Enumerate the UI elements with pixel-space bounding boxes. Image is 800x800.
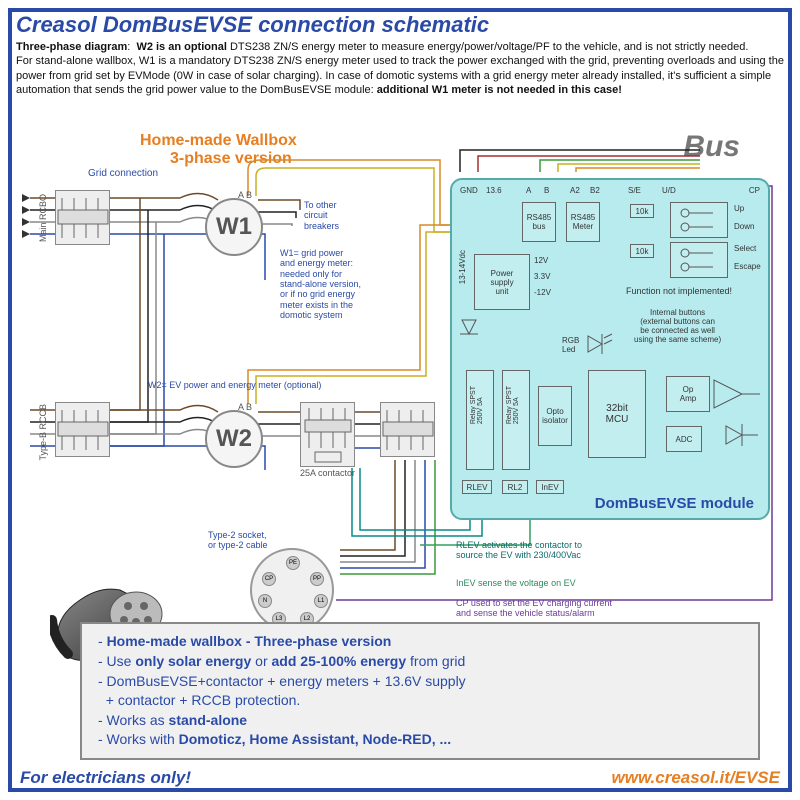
- lbl-select: Select: [734, 244, 756, 253]
- pin-rl2: RL2: [502, 480, 528, 494]
- bus-label: Bus: [683, 130, 740, 164]
- int-btn-note: Internal buttons (external buttons can b…: [634, 308, 721, 344]
- footer-right: www.creasol.it/EVSE: [612, 768, 781, 788]
- pin-cp: CP: [749, 186, 760, 195]
- adc: ADC: [666, 426, 702, 452]
- type2-socket: PE CP PP N L1 L3 L2: [250, 548, 334, 632]
- opamp: Op Amp: [666, 376, 710, 412]
- rgb-led: RGB Led: [562, 336, 579, 354]
- lbl-down: Down: [734, 222, 754, 231]
- aux-breaker: [380, 402, 435, 457]
- rs485-bus: RS485 bus: [522, 202, 556, 242]
- psu-block: Power supply unit: [474, 254, 530, 310]
- btn-selesc: [670, 242, 728, 278]
- page-title: Creasol DomBusEVSE connection schematic: [16, 12, 784, 38]
- pin-rlev: RLEV: [462, 480, 492, 494]
- res-10k-2: 10k: [630, 244, 654, 258]
- pin-136: 13.6: [486, 186, 502, 195]
- contactor-25a: [300, 402, 355, 467]
- relay-1-lbl: Relay SPST 250V 5A: [470, 386, 484, 424]
- note-w2: W2= EV power and energy meter (optional): [148, 380, 321, 390]
- not-impl: Function not implemented!: [626, 286, 732, 296]
- type-b-rccb: [55, 402, 110, 457]
- psu-33v: 3.3V: [534, 272, 550, 281]
- note-inev: InEV sense the voltage on EV: [456, 578, 576, 588]
- sock-pe: PE: [286, 556, 300, 570]
- main-rcbo-label: Main RCBO: [38, 194, 48, 242]
- psu-in: 13-14Vdc: [458, 250, 467, 284]
- subtitle-1: Home-made Wallbox: [140, 132, 297, 150]
- rs485-meter: RS485 Meter: [566, 202, 600, 242]
- note-type2: Type-2 socket, or type-2 cable: [208, 530, 268, 551]
- main-rcbo: [55, 190, 110, 245]
- pin-a: A: [526, 186, 531, 195]
- summary-box: - Home-made wallbox - Three-phase versio…: [80, 622, 760, 760]
- sock-pp: PP: [310, 572, 324, 586]
- relay-2-lbl: Relay SPST 250V 5A: [506, 386, 520, 424]
- sock-cp: CP: [262, 572, 276, 586]
- contactor-label: 25A contactor: [300, 468, 355, 478]
- note-cp: CP used to set the EV charging current a…: [456, 598, 612, 619]
- opto: Opto isolator: [538, 386, 572, 446]
- w1-meter: W1: [205, 198, 263, 256]
- sock-n: N: [258, 594, 272, 608]
- grid-connection-label: Grid connection: [88, 168, 158, 179]
- lbl-escape: Escape: [734, 262, 761, 271]
- footer-left: For electricians only!: [20, 768, 191, 788]
- subtitle-2: 3-phase version: [170, 150, 292, 168]
- pin-a2: A2: [570, 186, 580, 195]
- w2-ab: A B: [238, 402, 252, 412]
- note-rlev: RLEV activates the contactor to source t…: [456, 540, 582, 561]
- sock-l1: L1: [314, 594, 328, 608]
- pin-se: S/E: [628, 186, 641, 195]
- pin-inev: InEV: [536, 480, 564, 494]
- mcu: 32bit MCU: [588, 370, 646, 458]
- description: Three-phase diagram: W2 is an optional D…: [16, 40, 784, 97]
- type-b-rccb-label: Type-B RCCB: [38, 404, 48, 461]
- res-10k-1: 10k: [630, 204, 654, 218]
- psu-12v: 12V: [534, 256, 548, 265]
- psu-n12v: -12V: [534, 288, 551, 297]
- w2-meter: W2: [205, 410, 263, 468]
- module-label: DomBusEVSE module: [595, 495, 754, 512]
- lbl-up: Up: [734, 204, 744, 213]
- dombusevse-module: DomBusEVSE module GND 13.6 A B A2 B2 S/E…: [450, 178, 770, 520]
- note-other-breakers: To other circuit breakers: [304, 200, 339, 231]
- pin-gnd: GND: [460, 186, 478, 195]
- pin-b2: B2: [590, 186, 600, 195]
- w1-ab: A B: [238, 190, 252, 200]
- note-w1: W1= grid power and energy meter: needed …: [280, 248, 361, 320]
- pin-ud: U/D: [662, 186, 676, 195]
- pin-b: B: [544, 186, 549, 195]
- btn-updown: [670, 202, 728, 238]
